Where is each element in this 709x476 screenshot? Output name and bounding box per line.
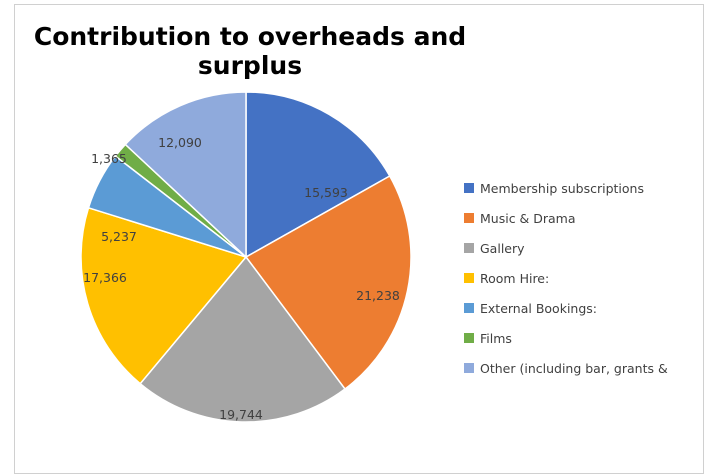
pie-slice [80, 206, 248, 385]
data-label: 5,237 [101, 229, 137, 244]
legend-swatch [464, 213, 474, 223]
data-label: 19,744 [219, 407, 263, 422]
pie-slice [124, 91, 247, 259]
legend-label: Music & Drama [480, 210, 576, 226]
data-label: 21,238 [356, 288, 400, 303]
legend-swatch [464, 363, 474, 373]
legend-swatch [464, 243, 474, 253]
legend-label: Gallery [480, 240, 525, 256]
legend-label: Membership subscriptions [480, 180, 644, 196]
legend-swatch [464, 273, 474, 283]
pie-slice [245, 91, 391, 259]
data-label: 1,365 [91, 151, 127, 166]
legend-label: Other (including bar, grants & [480, 360, 668, 376]
legend-item: Membership subscriptions [464, 173, 668, 203]
legend-swatch [464, 303, 474, 313]
legend-swatch [464, 183, 474, 193]
legend-label: External Bookings: [480, 300, 597, 316]
pie-slice [139, 255, 347, 423]
legend-swatch [464, 333, 474, 343]
legend-item: Gallery [464, 233, 668, 263]
legend-item: Films [464, 323, 668, 353]
chart-title: Contribution to overheads and surplus [33, 22, 467, 80]
data-label: 12,090 [158, 135, 202, 150]
pie-slice [244, 174, 412, 391]
data-label: 15,593 [304, 185, 348, 200]
legend-item: Music & Drama [464, 203, 668, 233]
legend-item: Other (including bar, grants & [464, 353, 668, 383]
legend-label: Room Hire: [480, 270, 550, 286]
legend-label: Films [480, 330, 512, 346]
chart-legend: Membership subscriptions Music & Drama Gal… [464, 173, 668, 383]
legend-item: Room Hire: [464, 263, 668, 293]
data-label: 17,366 [83, 270, 127, 285]
legend-item: External Bookings: [464, 293, 668, 323]
